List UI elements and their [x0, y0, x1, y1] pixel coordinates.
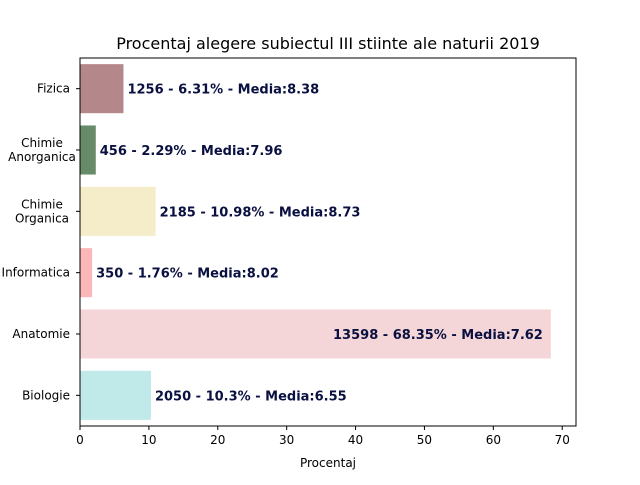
x-tick-label-1: 10 — [141, 433, 156, 447]
x-axis-label: Procentaj — [300, 456, 356, 470]
x-tick-label-7: 70 — [555, 433, 570, 447]
plot-frame — [79, 57, 577, 427]
x-tick-label-0: 0 — [76, 433, 84, 447]
x-tick-label-6: 60 — [486, 433, 501, 447]
y-tick-label-3: Informatica — [2, 266, 70, 280]
data-label-5: 2050 - 10.3% - Media:6.55 — [155, 389, 347, 404]
data-label-2: 2185 - 10.98% - Media:8.73 — [160, 205, 361, 220]
data-label-0: 1256 - 6.31% - Media:8.38 — [127, 83, 319, 98]
bar-2 — [80, 186, 156, 236]
bar-5 — [80, 370, 151, 420]
y-tick-label-0: Fizica — [37, 82, 70, 96]
bar-4 — [80, 309, 551, 359]
bar-0 — [80, 64, 124, 114]
y-tick-label-5: Biologie — [22, 388, 70, 402]
bar-3 — [80, 248, 93, 298]
y-tick-label-2: Chimie Organica — [15, 197, 69, 225]
x-tick-label-5: 50 — [417, 433, 432, 447]
y-tick-label-1: Chimie Anorganica — [8, 136, 76, 164]
data-label-3: 350 - 1.76% - Media:8.02 — [96, 267, 279, 282]
bar-1 — [80, 125, 96, 175]
data-label-1: 456 - 2.29% - Media:7.96 — [100, 144, 283, 159]
y-tick-label-4: Anatomie — [12, 327, 70, 341]
x-tick-label-4: 40 — [348, 433, 363, 447]
x-tick-label-3: 30 — [279, 433, 294, 447]
chart-title: Procentaj alegere subiectul III stiinte … — [116, 34, 540, 53]
data-label-4: 13598 - 68.35% - Media:7.62 — [333, 328, 543, 343]
x-tick-label-2: 20 — [210, 433, 225, 447]
